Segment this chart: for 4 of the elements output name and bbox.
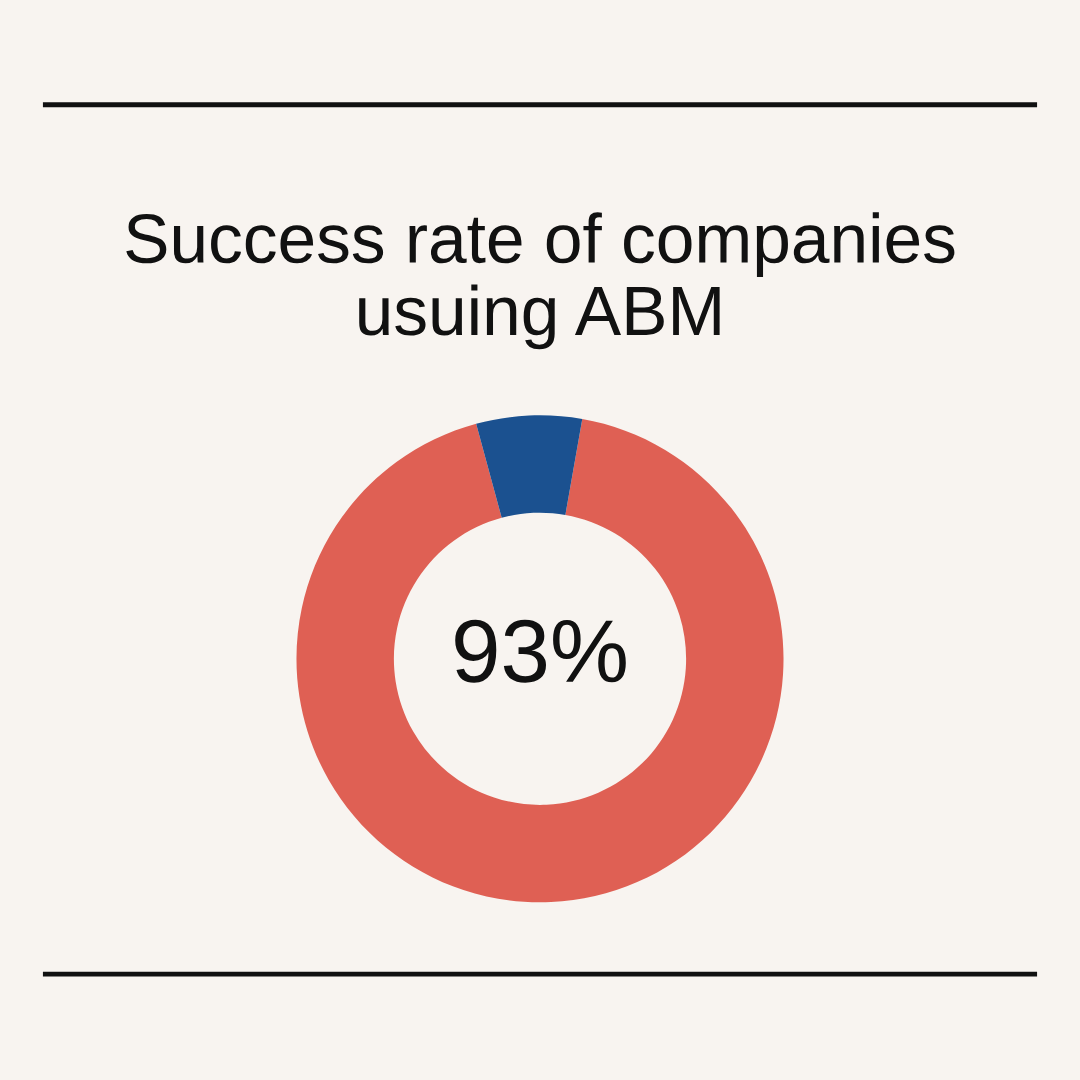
chart-title: Success rate of companies usuing ABM — [126, 212, 955, 350]
donut-slice — [476, 415, 583, 518]
donut-slice — [296, 418, 784, 903]
data-label: 93% — [455, 619, 626, 683]
